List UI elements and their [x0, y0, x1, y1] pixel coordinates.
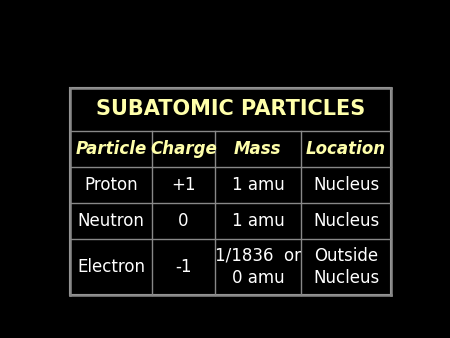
Text: Nucleus: Nucleus	[313, 212, 379, 230]
Text: Proton: Proton	[84, 176, 138, 194]
Text: 1 amu: 1 amu	[231, 212, 284, 230]
Bar	[70, 88, 391, 295]
Text: 1/1836  or
0 amu: 1/1836 or 0 amu	[215, 247, 301, 287]
Text: Mass: Mass	[234, 140, 282, 158]
Text: 1 amu: 1 amu	[231, 176, 284, 194]
Text: Neutron: Neutron	[78, 212, 144, 230]
Text: SUBATOMIC PARTICLES: SUBATOMIC PARTICLES	[96, 99, 365, 119]
Text: -1: -1	[175, 258, 192, 276]
Text: Outside
Nucleus: Outside Nucleus	[313, 247, 379, 287]
Text: Particle: Particle	[76, 140, 147, 158]
Text: Nucleus: Nucleus	[313, 176, 379, 194]
Text: Charge: Charge	[150, 140, 216, 158]
Text: Electron: Electron	[77, 258, 145, 276]
Text: 0: 0	[178, 212, 189, 230]
Text: +1: +1	[171, 176, 196, 194]
Text: Location: Location	[306, 140, 386, 158]
